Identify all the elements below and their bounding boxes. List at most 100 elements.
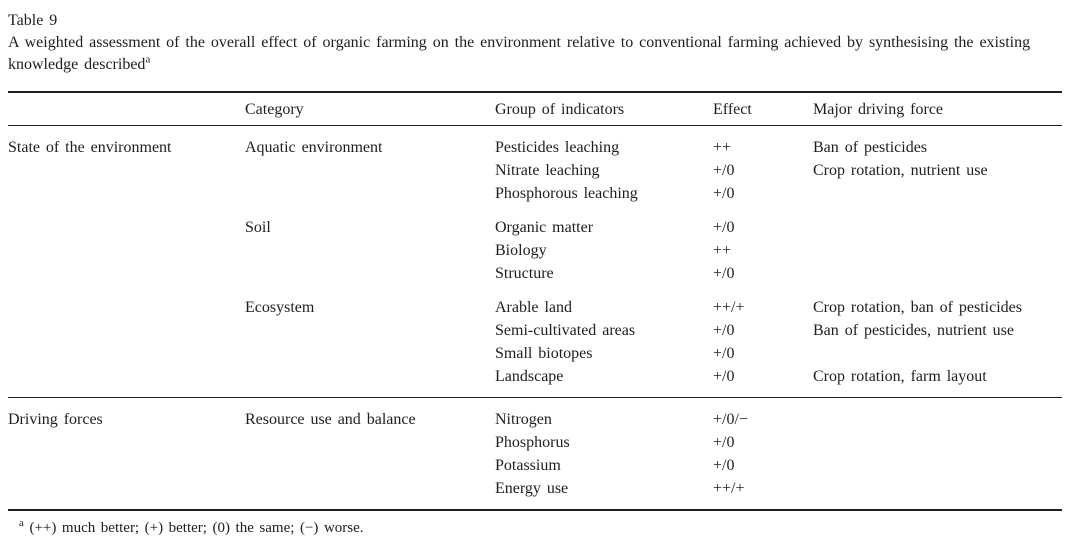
col-header-category: Category	[245, 92, 495, 126]
table-row: Driving forces Resource use and balance …	[8, 398, 1062, 432]
env-cell	[8, 365, 245, 398]
indicator-cell: Pesticides leaching	[495, 139, 620, 156]
indicator-cell: Nitrate leaching	[495, 162, 600, 179]
force-cell	[813, 239, 1062, 262]
footnote-marker: a	[19, 517, 24, 529]
force-cell	[813, 454, 1062, 477]
table-caption: A weighted assessment of the overall eff…	[8, 32, 1062, 76]
effect-cell: +/0	[713, 219, 735, 236]
effect-cell: ++/+	[713, 299, 745, 316]
table-row: Ecosystem Arable land ++/+ Crop rotation…	[8, 296, 1062, 319]
effect-cell: +/0	[713, 345, 735, 362]
effect-cell: +/0	[713, 162, 735, 179]
env-cell	[8, 262, 245, 285]
table-row: Energy use ++/+	[8, 477, 1062, 510]
indicator-cell: Biology	[495, 242, 547, 259]
table-row: Potassium +/0	[8, 454, 1062, 477]
env-cell	[8, 319, 245, 342]
category-cell	[245, 454, 495, 477]
effect-cell: +/0	[713, 185, 735, 202]
category-cell	[245, 477, 495, 510]
effect-cell: +/0	[713, 368, 735, 385]
indicator-cell: Semi-cultivated areas	[495, 322, 636, 339]
env-cell	[8, 454, 245, 477]
indicator-cell: Energy use	[495, 480, 569, 497]
table-row: Phosphorous leaching +/0	[8, 182, 1062, 205]
table-header: Category Group of indicators Effect Majo…	[8, 92, 1062, 126]
effect-cell: +/0/−	[713, 411, 748, 428]
force-cell: Ban of pesticides	[813, 139, 928, 156]
table-row: Soil Organic matter +/0	[8, 216, 1062, 239]
indicator-cell: Landscape	[495, 368, 564, 385]
effect-cell: +/0	[713, 457, 735, 474]
effect-cell: ++	[713, 242, 732, 259]
indicator-cell: Phosphorus	[495, 434, 570, 451]
force-cell	[813, 262, 1062, 285]
spacer-cell	[8, 285, 1062, 296]
env-cell	[8, 296, 245, 319]
table-row: Semi-cultivated areas +/0 Ban of pestici…	[8, 319, 1062, 342]
indicator-cell: Small biotopes	[495, 345, 593, 362]
paper-page: Table 9 A weighted assessment of the ove…	[8, 12, 1062, 536]
assessment-table: Category Group of indicators Effect Majo…	[8, 91, 1062, 511]
env-cell	[8, 342, 245, 365]
force-cell: Crop rotation, farm layout	[813, 368, 987, 385]
footnote-text: (++) much better; (+) better; (0) the sa…	[29, 520, 364, 536]
col-header-effect: Effect	[713, 92, 813, 126]
indicator-cell: Potassium	[495, 457, 561, 474]
force-cell: Crop rotation, ban of pesticides	[813, 299, 1022, 316]
category-cell: Ecosystem	[245, 299, 315, 316]
col-header-major-driving-force: Major driving force	[813, 92, 1062, 126]
force-cell	[813, 216, 1062, 239]
group-spacer	[8, 205, 1062, 216]
force-cell: Crop rotation, nutrient use	[813, 162, 988, 179]
category-cell	[245, 365, 495, 398]
env-cell	[8, 477, 245, 510]
table-row: State of the environment Aquatic environ…	[8, 126, 1062, 160]
env-cell	[8, 182, 245, 205]
header-row: Category Group of indicators Effect Majo…	[8, 92, 1062, 126]
env-cell	[8, 239, 245, 262]
table-row: Nitrate leaching +/0 Crop rotation, nutr…	[8, 159, 1062, 182]
force-cell	[813, 398, 1062, 432]
indicator-cell: Nitrogen	[495, 411, 552, 428]
effect-cell: +/0	[713, 322, 735, 339]
col-header-empty	[8, 92, 245, 126]
indicator-cell: Organic matter	[495, 219, 594, 236]
effect-cell: +/0	[713, 434, 735, 451]
force-cell: Ban of pesticides, nutrient use	[813, 322, 1014, 339]
table-row: Small biotopes +/0	[8, 342, 1062, 365]
category-cell	[245, 319, 495, 342]
indicator-cell: Phosphorous leaching	[495, 185, 638, 202]
category-cell	[245, 182, 495, 205]
section-driving-forces: Driving forces Resource use and balance …	[8, 397, 1062, 511]
env-cell	[8, 431, 245, 454]
category-cell: Aquatic environment	[245, 139, 383, 156]
table-row: Biology ++	[8, 239, 1062, 262]
group-spacer	[8, 285, 1062, 296]
table-row: Landscape +/0 Crop rotation, farm layout	[8, 365, 1062, 398]
indicator-cell: Structure	[495, 265, 554, 282]
force-cell	[813, 182, 1062, 205]
caption-text: A weighted assessment of the overall eff…	[8, 34, 1031, 73]
env-cell	[8, 159, 245, 182]
env-cell	[8, 216, 245, 239]
category-cell: Soil	[245, 219, 271, 236]
force-cell	[813, 431, 1062, 454]
table-row: Phosphorus +/0	[8, 431, 1062, 454]
env-cell: State of the environment	[8, 139, 172, 156]
table-label: Table 9	[8, 12, 58, 29]
force-cell	[813, 342, 1062, 365]
category-cell	[245, 431, 495, 454]
caption-footnote-marker: a	[145, 53, 151, 66]
force-cell	[813, 477, 1062, 510]
col-header-group-of-indicators: Group of indicators	[495, 92, 713, 126]
table-row: Structure +/0	[8, 262, 1062, 285]
category-cell	[245, 239, 495, 262]
spacer-cell	[8, 205, 1062, 216]
indicator-cell: Arable land	[495, 299, 572, 316]
effect-cell: +/0	[713, 265, 735, 282]
category-cell	[245, 342, 495, 365]
effect-cell: ++/+	[713, 480, 745, 497]
effect-cell: ++	[713, 139, 732, 156]
